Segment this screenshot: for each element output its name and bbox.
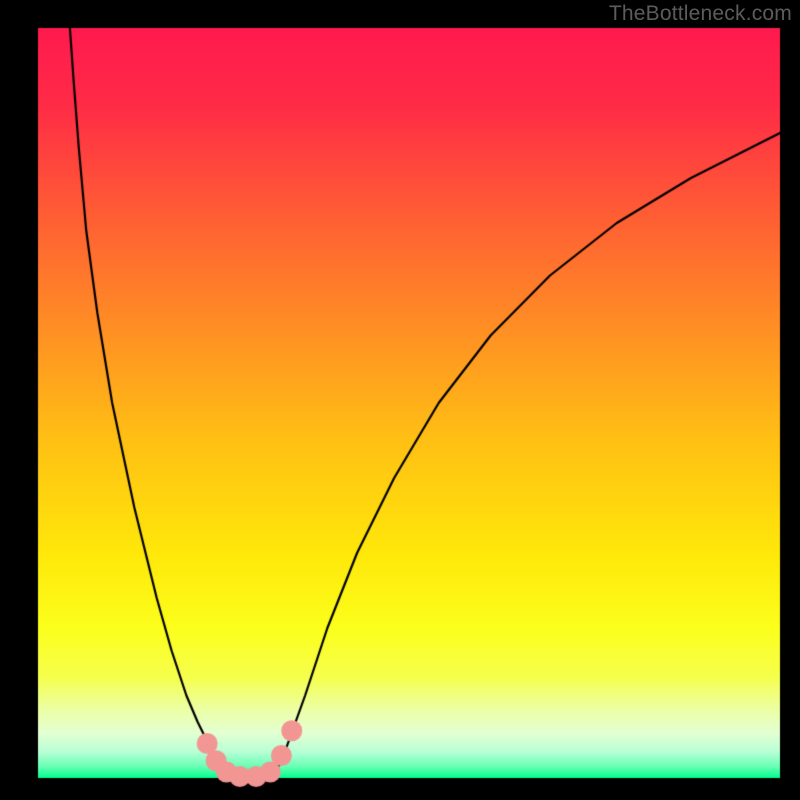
chart-container: TheBottleneck.com bbox=[0, 0, 800, 800]
watermark-text: TheBottleneck.com bbox=[609, 2, 792, 26]
bottleneck-chart-canvas bbox=[0, 0, 800, 800]
